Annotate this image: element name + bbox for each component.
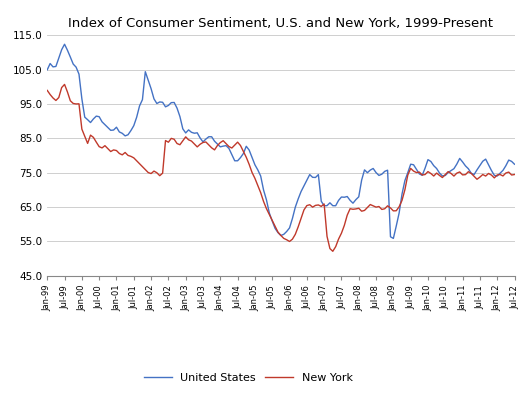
New York (330, 249, 336, 254)
New York (258, 190, 264, 195)
New York (416, 170, 423, 175)
United States (61, 42, 68, 46)
United States (482, 157, 489, 162)
New York (482, 174, 489, 178)
United States (177, 114, 183, 119)
New York (390, 208, 396, 213)
Line: New York: New York (47, 84, 514, 251)
New York (44, 88, 50, 93)
New York (451, 174, 457, 178)
United States (387, 234, 394, 239)
United States (511, 162, 518, 167)
New York (511, 172, 518, 177)
Legend: United States, New York: United States, New York (144, 373, 353, 383)
Line: United States: United States (47, 44, 514, 238)
United States (416, 171, 423, 176)
United States (258, 174, 264, 178)
United States (390, 236, 396, 241)
United States (451, 166, 457, 171)
New York (61, 82, 68, 87)
New York (177, 142, 183, 147)
Title: Index of Consumer Sentiment, U.S. and New York, 1999-Present: Index of Consumer Sentiment, U.S. and Ne… (68, 17, 493, 30)
United States (44, 67, 50, 72)
